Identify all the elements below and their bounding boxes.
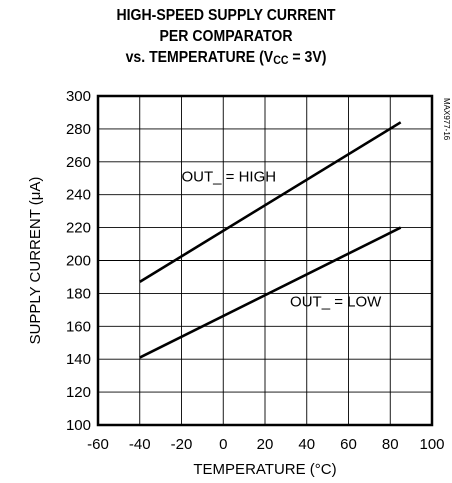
x-tick-label: 0 [219,436,227,453]
x-tick-label: 40 [298,436,315,453]
y-tick-label: 100 [66,417,91,434]
x-tick-label: 100 [419,436,444,453]
y-tick-label: 280 [66,121,91,138]
x-tick-label: 60 [340,436,357,453]
x-tick-label: 80 [382,436,399,453]
y-tick-label: 300 [66,88,91,105]
series-line-out-low [139,226,402,359]
y-tick-label: 120 [66,384,91,401]
tick-labels: -60 -40 -20 0 20 40 60 80 100 100 120 140 160 180 200 2… [66,88,445,453]
x-tick-label: -60 [87,436,109,453]
plot-frame [96,94,434,427]
annotation-label: OUT_ = HIGH [182,169,277,186]
y-tick-label: 240 [66,187,91,204]
chart-title-line-3-prefix: vs. TEMPERATURE (V [125,49,274,66]
y-tick-label: 220 [66,220,91,237]
x-tick-label: -40 [129,436,151,453]
grid-lines [97,95,433,426]
annotations: OUT_ = HIGH OUT_ = LOW [182,169,383,311]
chart-title-line-3: vs. TEMPERATURE (VCC = 3V) [27,48,425,68]
y-tick-label: 140 [66,351,91,368]
y-tick-label: 160 [66,318,91,335]
chart-title-line-3-suffix: = 3V) [288,49,327,66]
part-number-watermark: MAX977-16 [442,98,451,141]
x-tick-label: -20 [171,436,193,453]
y-tick-label: 260 [66,154,91,171]
annotation-label: OUT_ = LOW [290,294,382,311]
chart-title-line-2: PER COMPARATOR [159,28,293,45]
x-axis-label: TEMPERATURE (°C) [193,461,336,478]
series-line-out-high [139,121,402,283]
x-tick-label: 20 [257,436,274,453]
chart-title-line-1: HIGH-SPEED SUPPLY CURRENT [116,7,336,24]
chart-title-subscript: CC [273,53,289,67]
y-tick-label: 180 [66,285,91,302]
y-tick-label: 200 [66,253,91,270]
y-axis-label: SUPPLY CURRENT (μA) [27,177,44,345]
series-lines [139,121,402,359]
